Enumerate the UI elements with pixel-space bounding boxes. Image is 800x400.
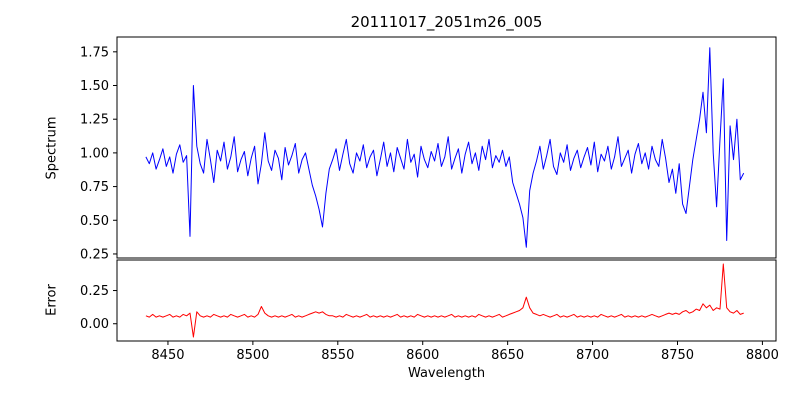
y-tick-label: 0.25 — [80, 284, 109, 299]
x-tick-label: 8700 — [576, 348, 609, 363]
y-tick-label: 1.50 — [80, 79, 109, 94]
x-tick-label: 8750 — [661, 348, 694, 363]
x-tick-label: 8550 — [321, 348, 354, 363]
x-tick-label: 8500 — [236, 348, 269, 363]
x-tick-label: 8600 — [406, 348, 439, 363]
y-tick-label: 0.25 — [80, 247, 109, 262]
x-tick-label: 8450 — [151, 348, 184, 363]
chart-title: 20111017_2051m26_005 — [350, 13, 543, 31]
y-tick-label: 1.00 — [80, 146, 109, 161]
y-tick-label: 0.75 — [80, 180, 109, 195]
spectrum-line — [145, 47, 745, 248]
x-tick-label: 8650 — [491, 348, 524, 363]
y-axis-label-error: Error — [44, 284, 60, 316]
y-tick-label: 1.75 — [80, 45, 109, 60]
y-tick-label: 0.00 — [80, 317, 109, 332]
spectrum-axes-box — [116, 36, 777, 259]
error-axes-box — [116, 259, 777, 342]
y-tick-label: 0.50 — [80, 214, 109, 229]
error-line — [145, 263, 744, 338]
x-axis-label: Wavelength — [407, 366, 486, 381]
y-tick-label: 1.25 — [80, 113, 109, 128]
x-tick-label: 8800 — [746, 348, 779, 363]
y-axis-label-spectrum: Spectrum — [44, 116, 60, 180]
